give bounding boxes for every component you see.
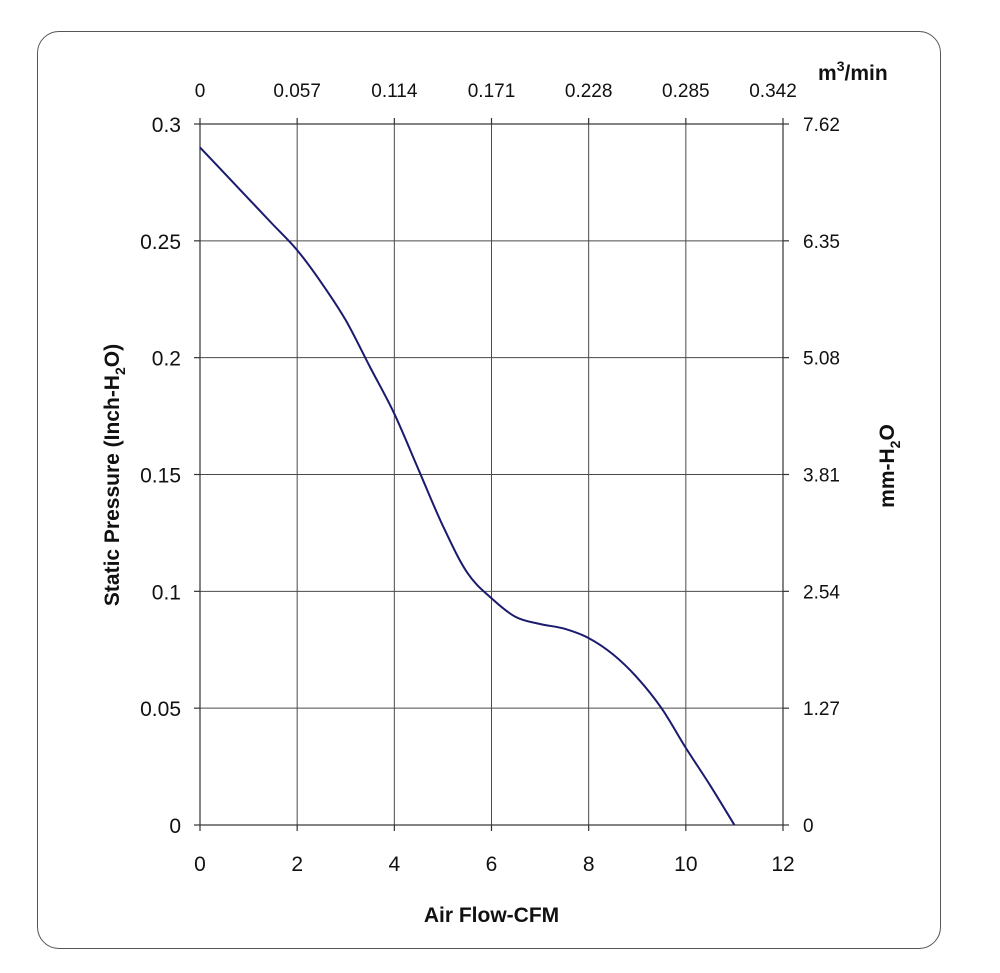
x2-tick-label: 0.228 <box>565 81 613 102</box>
y-tick-label: 0.25 <box>140 231 181 254</box>
y2-tick-label: 0 <box>803 816 814 837</box>
x2-tick-label: 0.285 <box>662 81 710 102</box>
x-tick-label: 2 <box>291 853 303 876</box>
y2-tick-label: 7.62 <box>803 115 840 136</box>
y-tick-label: 0.2 <box>152 348 181 371</box>
y2-tick-label: 1.27 <box>803 699 840 720</box>
y2-tick-label: 3.81 <box>803 466 840 487</box>
x-tick-label: 4 <box>388 853 400 876</box>
y-tick-label: 0 <box>169 815 181 838</box>
x2-tick-label: 0.057 <box>273 81 321 102</box>
y-tick-label: 0.1 <box>152 581 181 604</box>
x2-tick-label: 0 <box>195 81 206 102</box>
y2-axis-title: mm-H2O <box>876 424 903 508</box>
x-tick-label: 10 <box>674 853 697 876</box>
x-tick-label: 6 <box>486 853 498 876</box>
x2-axis-title: m3/min <box>818 58 888 85</box>
y-tick-label: 0.05 <box>140 698 181 721</box>
x-tick-label: 12 <box>771 853 794 876</box>
x2-tick-label: 0.171 <box>468 81 516 102</box>
x-axis-title: Air Flow-CFM <box>424 904 559 927</box>
x2-tick-label: 0.114 <box>371 81 418 102</box>
x-tick-label: 8 <box>583 853 595 876</box>
y2-tick-label: 5.08 <box>803 349 840 370</box>
y2-tick-label: 2.54 <box>803 582 840 603</box>
y-tick-label: 0.3 <box>152 114 181 137</box>
y-axis-title: Static Pressure (Inch-H2O) <box>101 344 128 606</box>
y2-tick-label: 6.35 <box>803 232 840 253</box>
series-line <box>199 146 736 826</box>
chart-frame <box>37 31 941 949</box>
y-tick-label: 0.15 <box>140 465 181 488</box>
x2-tick-label: 0.342 <box>749 81 797 102</box>
x-tick-label: 0 <box>194 853 206 876</box>
